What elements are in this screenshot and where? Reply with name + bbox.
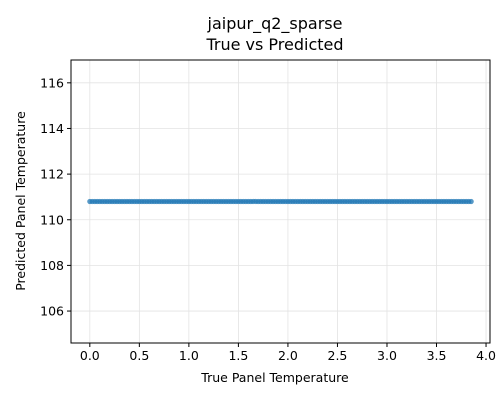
x-tick-label: 0.5: [129, 348, 149, 363]
x-tick-label: 1.0: [179, 348, 199, 363]
x-tick-label: 3.5: [427, 348, 447, 363]
x-tick-label: 4.0: [476, 348, 496, 363]
x-tick-label: 3.0: [377, 348, 397, 363]
y-tick-label: 108: [40, 258, 64, 273]
data-points: [87, 198, 474, 205]
plot-frame: [70, 59, 491, 344]
chart-subtitle: True vs Predicted: [205, 35, 343, 54]
x-tick-label: 1.5: [228, 348, 248, 363]
y-tick-label: 112: [40, 167, 64, 182]
x-tick-label: 2.0: [278, 348, 298, 363]
y-tick-label: 114: [40, 121, 64, 136]
x-tick-label: 2.5: [328, 348, 348, 363]
x-axis-label: True Panel Temperature: [200, 370, 349, 385]
y-tick-label: 116: [40, 75, 64, 90]
axis-ticks: 0.0 0.5 1.0 1.5 2.0 2.5 3.0 3.5 4.0 106 108 110 112 1…: [40, 75, 496, 363]
x-tick-label: 0.0: [80, 348, 100, 363]
y-tick-label: 110: [40, 212, 64, 227]
chart-title: jaipur_q2_sparse: [207, 14, 343, 34]
y-tick-label: 106: [40, 304, 64, 319]
data-point: [468, 198, 474, 205]
y-axis-label: Predicted Panel Temperature: [13, 111, 28, 291]
